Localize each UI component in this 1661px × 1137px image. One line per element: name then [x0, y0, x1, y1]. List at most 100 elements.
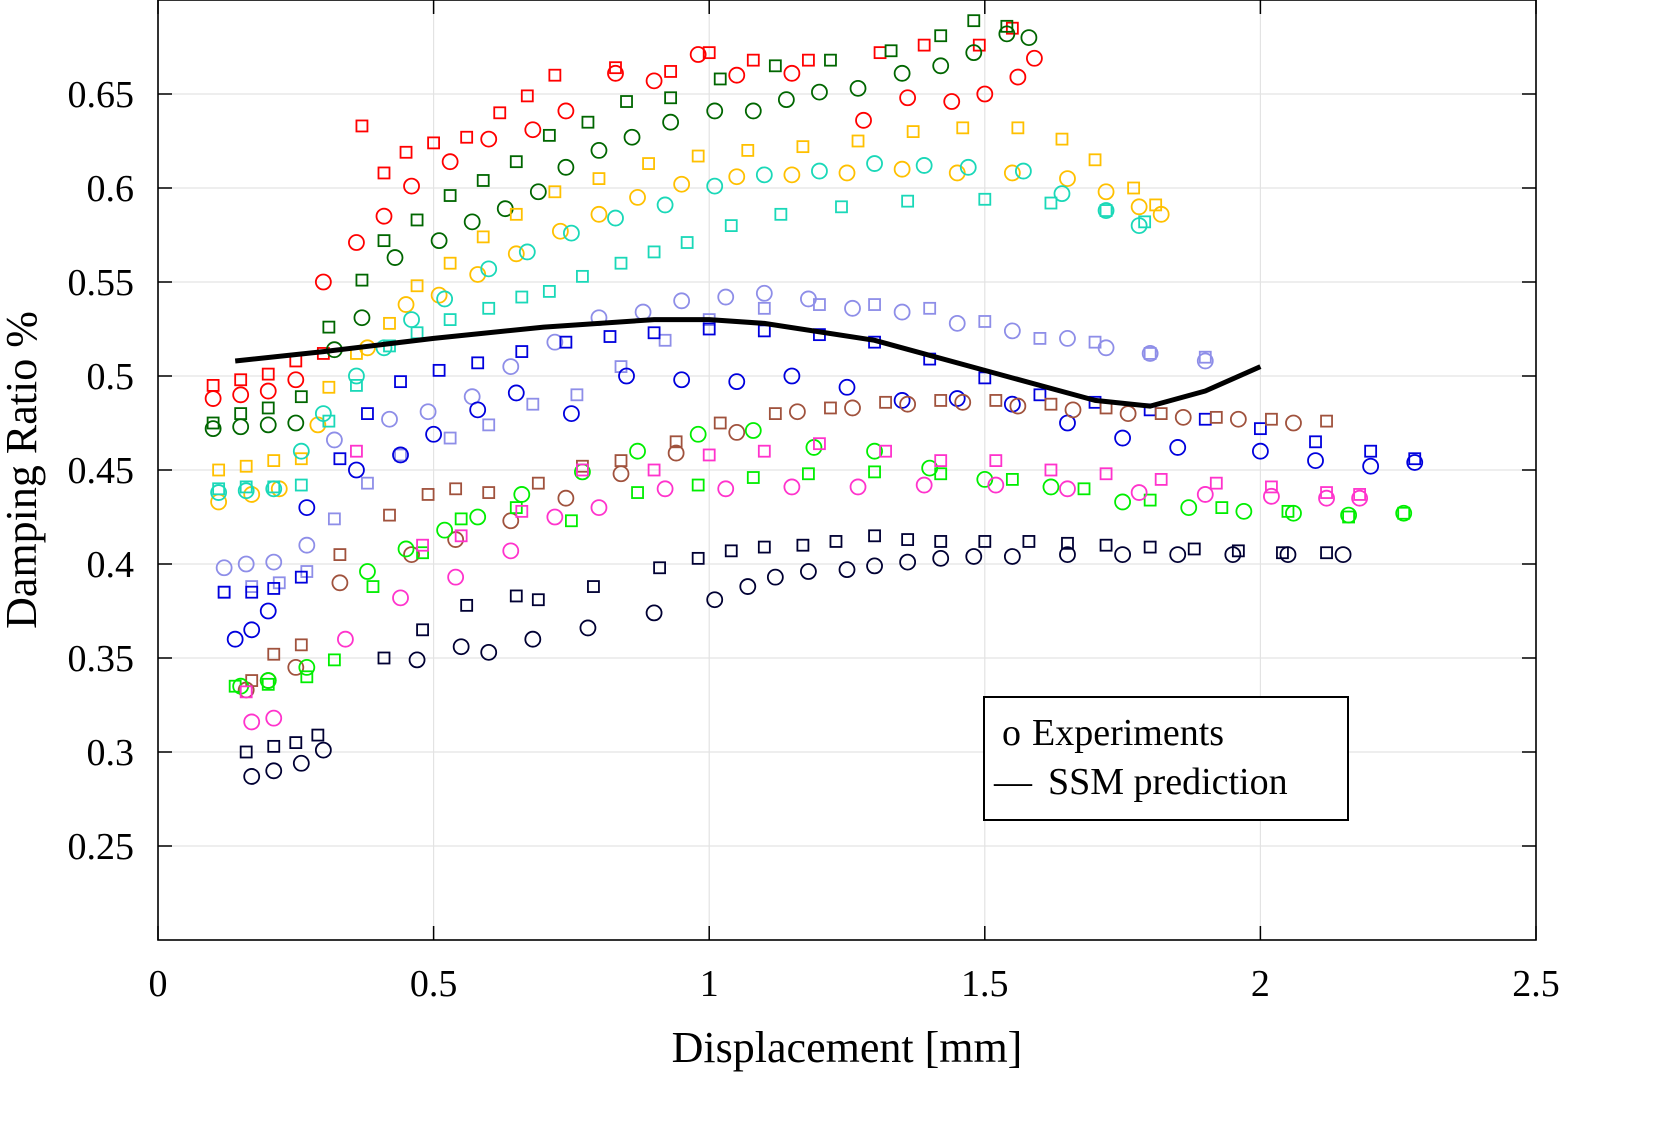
data-point-circle [1059, 170, 1076, 188]
data-point-circle [706, 102, 724, 120]
x-tick-label: 1.5 [961, 963, 1009, 1005]
data-point-circle [237, 555, 255, 573]
data-point-circle [469, 401, 487, 419]
data-point-circle [755, 284, 773, 302]
data-point-circle [1174, 408, 1192, 426]
data-point-square [702, 448, 716, 462]
data-point-square [322, 320, 336, 334]
data-point-circle [728, 373, 746, 391]
data-point-square [212, 463, 226, 477]
data-point-square [289, 736, 303, 749]
legend: o Experiments — SSM prediction [983, 696, 1349, 821]
data-point-circle [1009, 68, 1027, 86]
data-point-square [416, 623, 429, 637]
data-point-square [576, 269, 589, 283]
data-point-square [333, 452, 347, 466]
data-point-square [267, 739, 281, 753]
data-point-square [261, 367, 275, 381]
series-yellow-square [212, 121, 1163, 477]
data-point-circle [353, 309, 371, 327]
data-point-square [978, 535, 992, 548]
data-point-square [526, 397, 540, 411]
data-point-square [515, 290, 529, 304]
data-point-circle [1285, 414, 1302, 432]
legend-ssm-marker: — [993, 761, 1033, 803]
data-point-square [1099, 538, 1113, 552]
data-point-square [1198, 350, 1212, 364]
data-point-square [294, 452, 308, 466]
data-point-square [520, 89, 534, 103]
data-point-circle [215, 559, 233, 577]
data-point-circle [744, 422, 762, 439]
data-point-circle [788, 403, 806, 421]
data-point-circle [563, 405, 580, 423]
x-tick-label: 0 [149, 963, 168, 1005]
data-point-square [383, 316, 396, 330]
data-point-circle [948, 314, 966, 332]
legend-ssm-label: SSM prediction [1048, 761, 1288, 803]
data-point-circle [1059, 480, 1076, 498]
data-point-square [609, 61, 622, 75]
data-point-square [531, 476, 545, 490]
data-point-square [917, 38, 931, 52]
data-point-circle [524, 121, 542, 139]
data-point-square [217, 585, 231, 599]
data-point-circle [1059, 546, 1076, 563]
x-axis-title: Displacement [mm] [672, 1023, 1023, 1072]
data-point-square [361, 476, 374, 490]
data-point-circle [259, 416, 277, 434]
data-point-square [1231, 544, 1245, 558]
data-point-circle [557, 158, 575, 176]
y-tick-label: 0.55 [68, 262, 135, 304]
data-point-square [1265, 480, 1278, 494]
data-point-circle [915, 157, 933, 174]
data-point-square [614, 256, 628, 270]
data-point-square [234, 373, 248, 387]
data-point-circle [425, 425, 443, 443]
data-point-circle [337, 630, 354, 648]
data-point-square [1408, 452, 1422, 466]
data-point-square [1011, 121, 1025, 135]
data-point-square [1209, 476, 1223, 490]
x-tick-label: 1 [700, 963, 719, 1005]
data-point-square [829, 535, 843, 548]
data-point-square [322, 414, 336, 428]
data-point-circle [1003, 164, 1021, 182]
data-point-circle [292, 754, 310, 772]
data-point-square [531, 593, 545, 607]
data-point-square [383, 508, 396, 522]
data-point-square [934, 454, 948, 468]
data-point-square [978, 315, 992, 328]
y-tick-label: 0.35 [68, 638, 135, 680]
data-point-circle [1003, 322, 1021, 340]
data-point-square [416, 538, 429, 552]
data-point-circle [689, 425, 707, 443]
data-point-square [1088, 153, 1102, 167]
data-point-circle [480, 260, 498, 278]
data-point-circle [673, 292, 691, 310]
data-point-square [482, 418, 496, 432]
data-point-circle [728, 168, 746, 186]
data-point-circle [783, 478, 801, 496]
data-point-square [471, 356, 485, 370]
data-point-circle [629, 442, 646, 460]
data-point-circle [480, 643, 498, 661]
data-point-square [923, 301, 937, 315]
data-point-circle [590, 205, 608, 223]
data-point-circle [965, 548, 983, 565]
y-tick-label: 0.4 [87, 544, 135, 586]
data-point-circle [899, 395, 917, 413]
data-point-square [1077, 482, 1091, 496]
data-point-square [901, 533, 915, 546]
data-point-square [239, 480, 253, 494]
data-point-circle [381, 410, 398, 428]
data-point-circle [893, 303, 911, 321]
data-point-circle [579, 619, 597, 637]
data-point-square [1061, 536, 1074, 550]
data-point-circle [204, 420, 222, 438]
data-point-square [1044, 397, 1058, 411]
data-point-circle [386, 249, 404, 266]
data-point-circle [1114, 429, 1131, 447]
data-point-circle [430, 232, 448, 250]
legend-experiments-marker: o [1002, 712, 1021, 754]
